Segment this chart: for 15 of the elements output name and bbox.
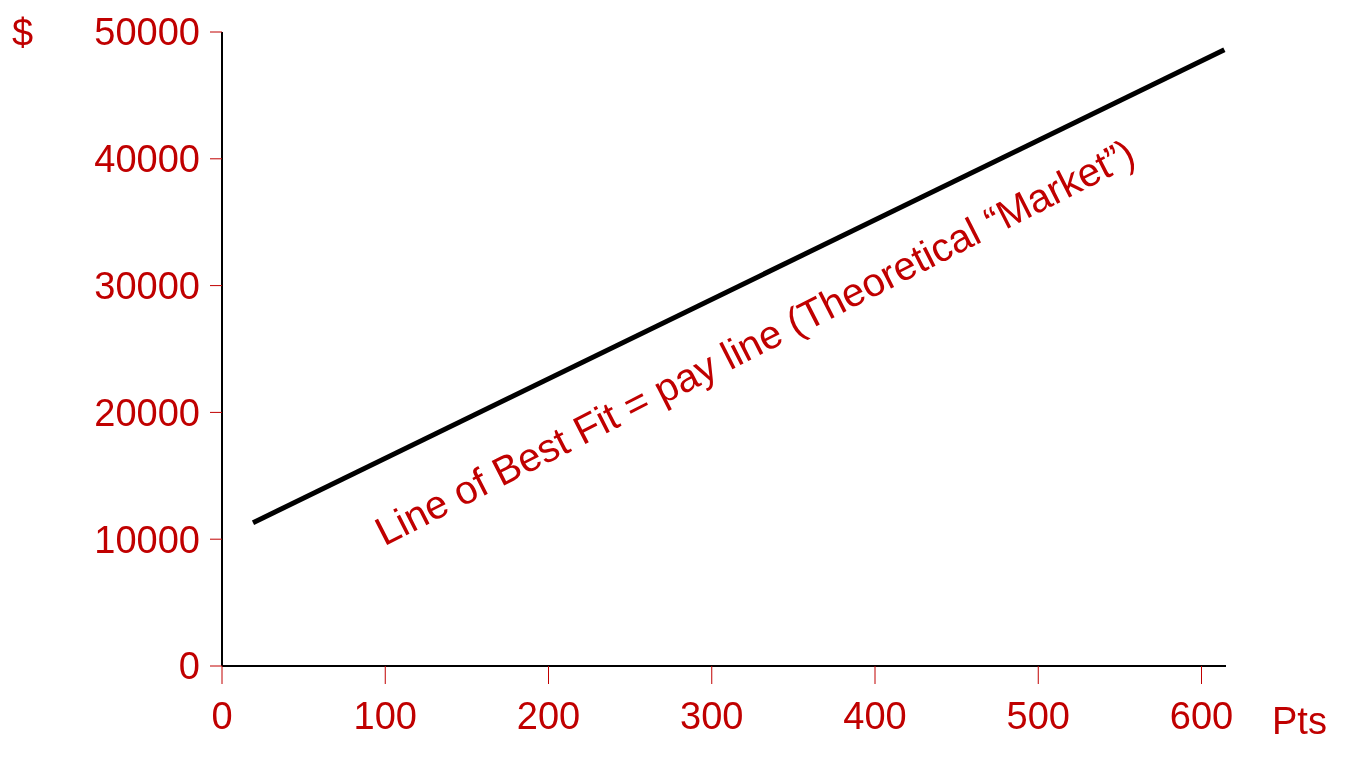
x-tick-label: 0	[211, 694, 233, 737]
x-tick-label: 600	[1169, 694, 1234, 737]
y-tick-label: 40000	[94, 138, 200, 181]
x-tick-label: 300	[680, 694, 744, 737]
y-tick-label: 50000	[94, 11, 200, 54]
x-tick-label: 500	[1006, 694, 1070, 737]
y-axis-title: $	[12, 12, 34, 55]
y-tick-label: 0	[178, 645, 200, 688]
y-tick-label: 20000	[94, 391, 200, 434]
y-tick-label: 30000	[94, 265, 200, 308]
y-tick-label: 10000	[94, 518, 200, 561]
x-tick-label: 400	[843, 694, 907, 737]
x-tick-label: 200	[516, 694, 581, 737]
x-axis-title: Pts	[1272, 700, 1327, 743]
x-tick-label: 100	[353, 694, 417, 737]
